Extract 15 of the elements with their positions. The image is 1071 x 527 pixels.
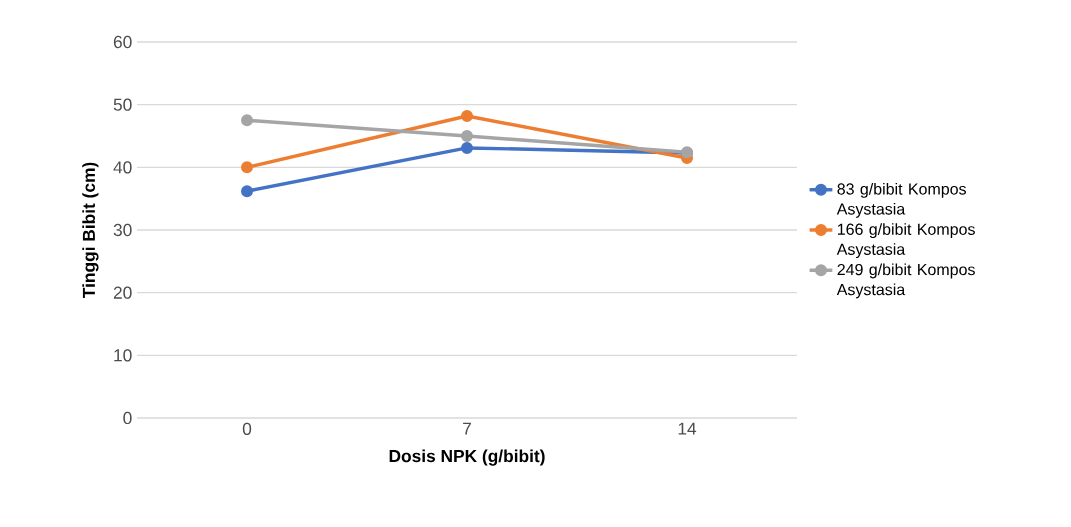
y-tick-label: 30 [113, 223, 132, 237]
legend-label: 83 g/bibit Kompos Asystasia [836, 182, 966, 218]
x-tick-label: 14 [678, 422, 697, 435]
y-tick-label: 20 [113, 286, 132, 299]
legend-label: 166 g/bibit Kompos Asystasia [836, 223, 975, 259]
y-tick-label: 40 [113, 161, 132, 174]
legend-label: 249 g/bibit Kompos Asystasia [836, 263, 975, 299]
y-axis-title: Tinggi Bibit (cm) [82, 162, 99, 299]
x-tick-label: 7 [463, 422, 471, 435]
x-tick-label: 0 [242, 422, 252, 435]
x-axis-title: Dosis NPK (g/bibit) [389, 449, 545, 466]
y-tick-label: 10 [114, 349, 132, 362]
y-tick-label: 60 [113, 35, 132, 49]
y-tick-label: 0 [123, 411, 132, 425]
y-tick-label: 50 [113, 98, 132, 111]
